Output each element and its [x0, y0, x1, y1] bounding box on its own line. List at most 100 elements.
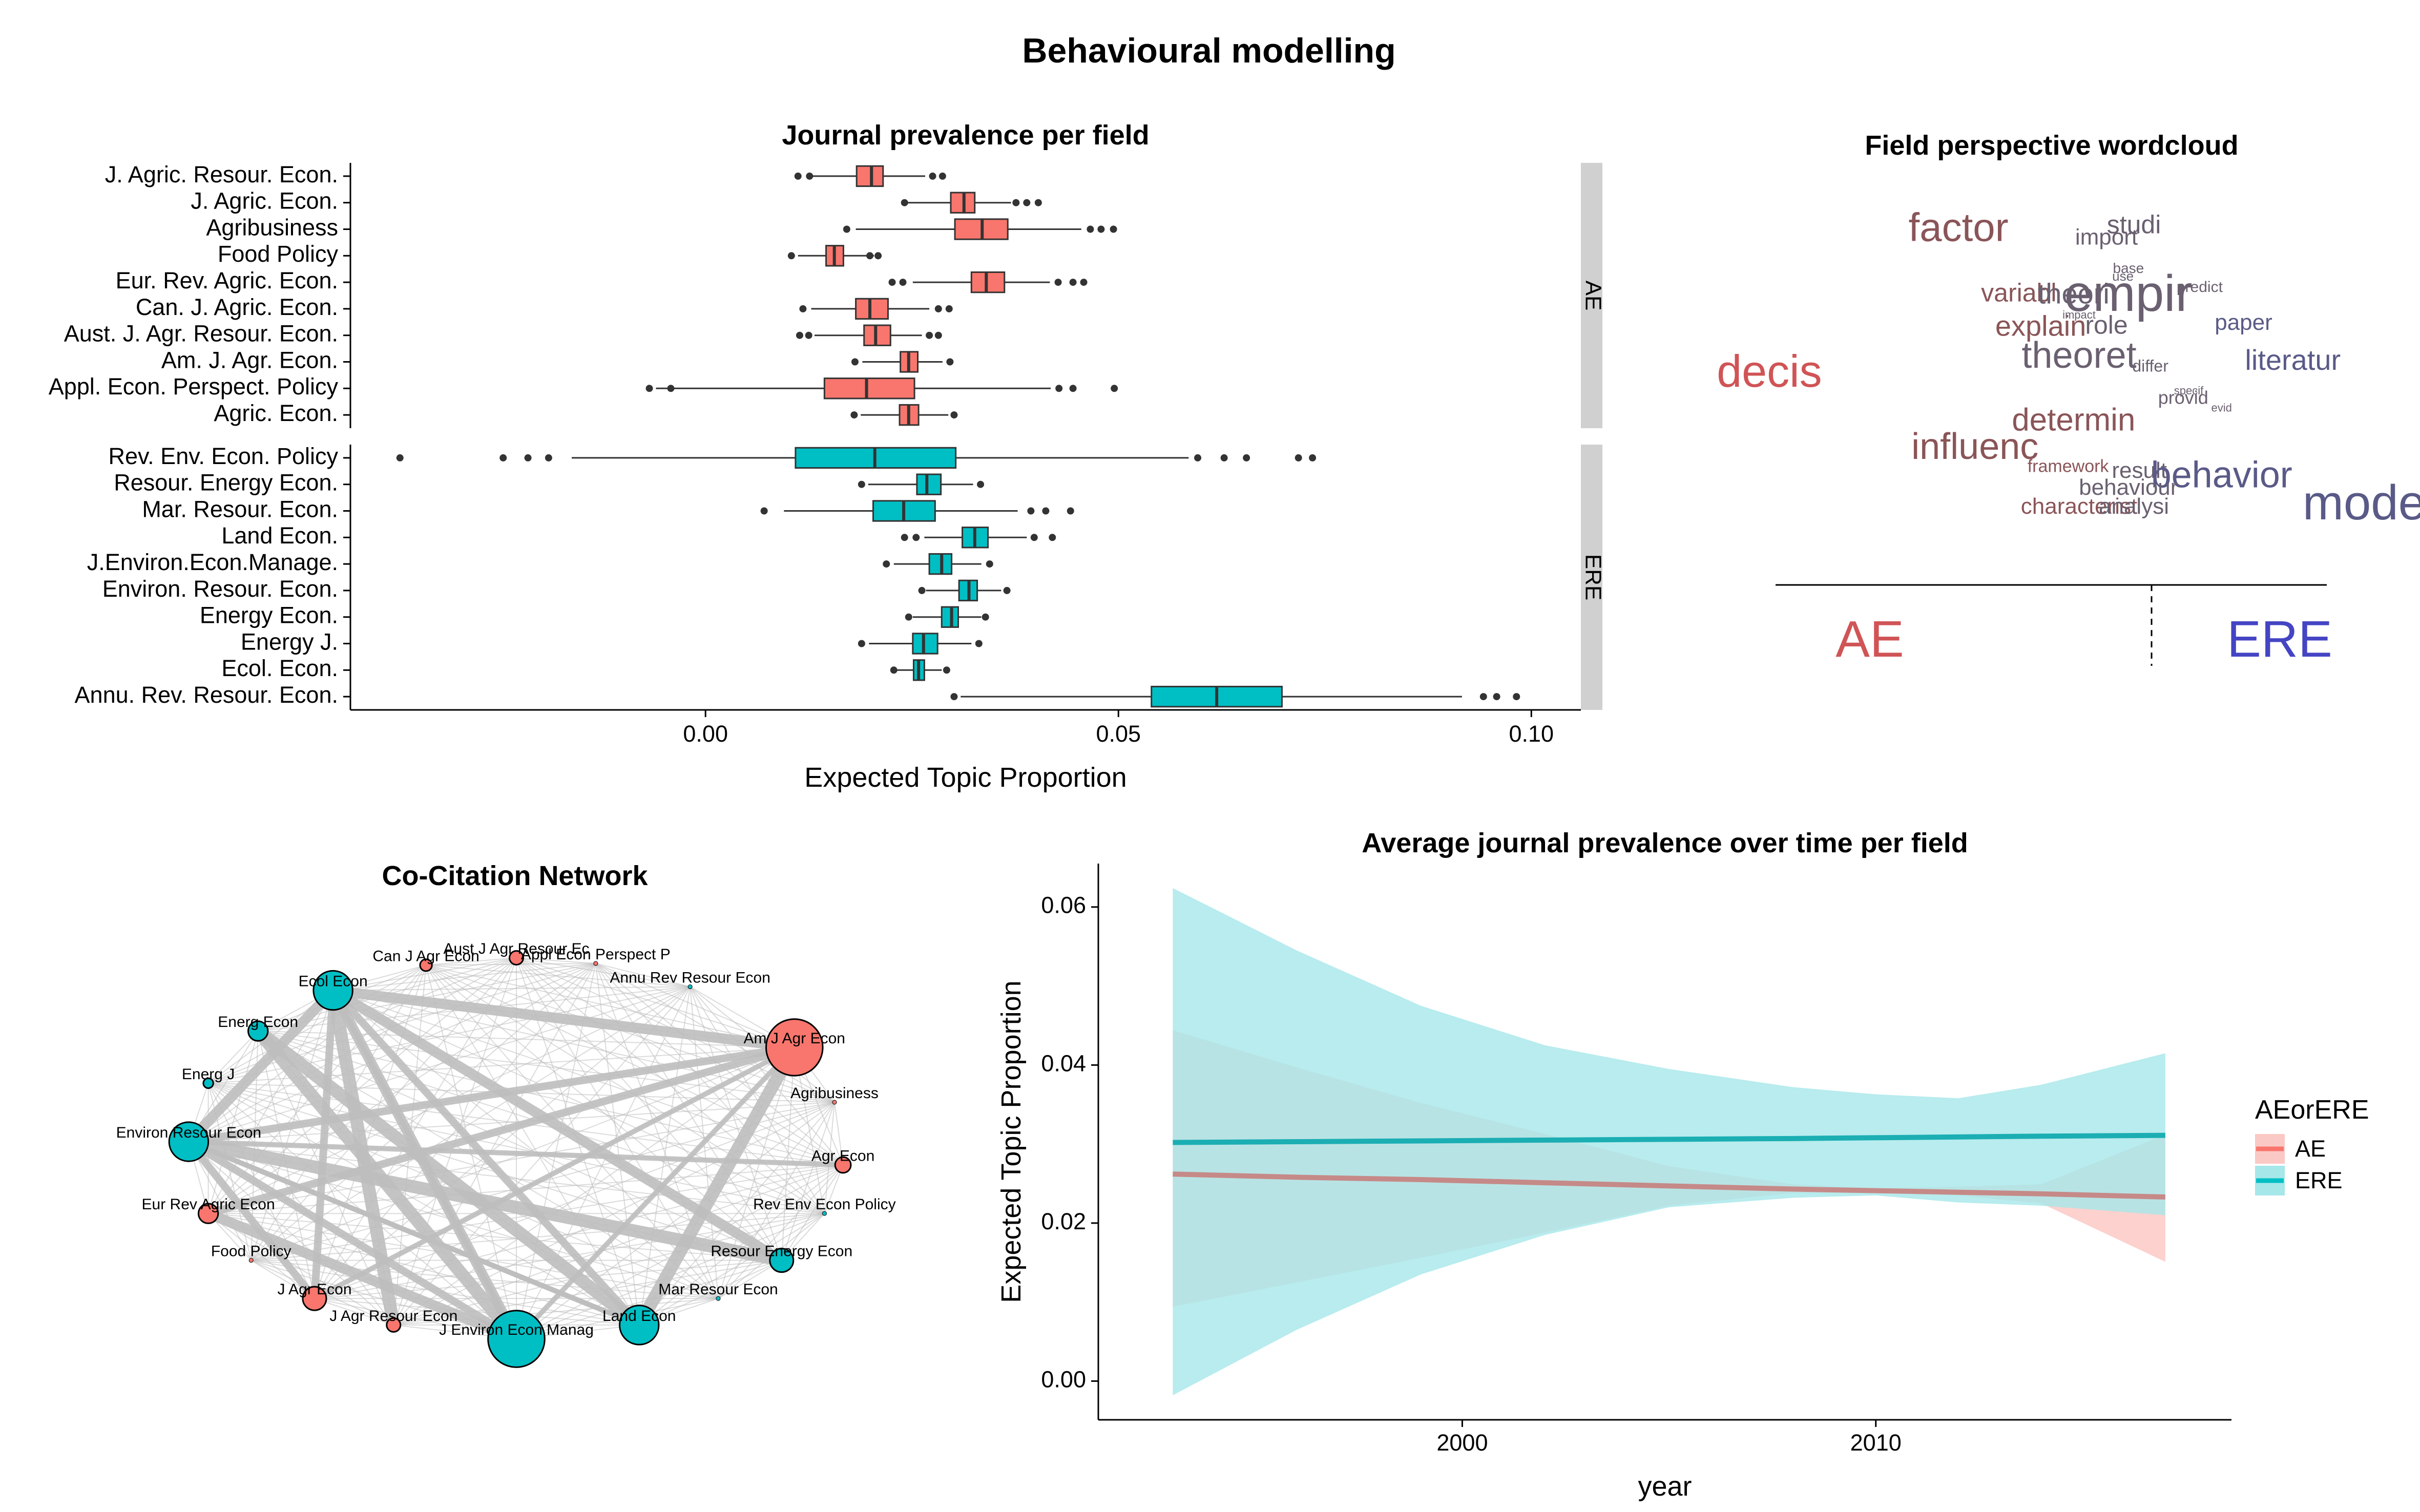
word-framework: framework — [2028, 457, 2110, 476]
network-node-label-ecol-econ: Ecol Econ — [299, 973, 368, 990]
y-tick-label-food-policy: Food Policy — [218, 241, 339, 267]
outlier-annu-rev-resour-econ-3 — [1513, 693, 1520, 701]
y-tick-label-j-agric-resour-econ: J. Agric. Resour. Econ. — [105, 161, 338, 187]
outlier-j-agric-resour-econ-2 — [929, 172, 936, 180]
network-node-label-aust-j-agr-resour-ec: Aust J Agr Resour Ec — [443, 940, 589, 957]
outlier-eur-rev-agric-econ-4 — [1080, 279, 1088, 286]
network-edge-3-19 — [426, 964, 795, 1048]
network-edge-6-13 — [251, 1213, 825, 1261]
network-node-label-energ-econ: Energ Econ — [218, 1014, 298, 1031]
network-node-label-environ-resour-econ: Environ Resour Econ — [116, 1124, 261, 1141]
outlier-rev-env-econ-policy-7 — [1295, 454, 1302, 461]
network-edge-0-1 — [516, 957, 596, 964]
network-node-eur-rev-agric-econ — [197, 1203, 219, 1224]
network-edges — [185, 957, 844, 1344]
network-node-label-j-environ-econ-manag: J Environ Econ Manag — [439, 1321, 594, 1338]
word-factor: factor — [1909, 204, 2009, 249]
outlier-can-j-agric-econ-2 — [945, 305, 953, 312]
outlier-energy-econ-1 — [982, 613, 989, 621]
outlier-j-agric-econ-3 — [1034, 199, 1042, 206]
network-strong-edge-5 — [186, 1138, 518, 1342]
y-tick-label-energy-econ: Energy Econ. — [200, 602, 338, 628]
outlier-rev-env-econ-policy-8 — [1309, 454, 1317, 461]
network-strong-edge-19 — [254, 1026, 643, 1330]
network-node-aust-j-agr-resour-ec — [509, 950, 524, 965]
timeseries-y-label: Expected Topic Proportion — [996, 980, 1027, 1303]
outlier-eur-rev-agric-econ-2 — [1054, 279, 1062, 286]
outlier-can-j-agric-econ-1 — [934, 305, 942, 312]
network-edge-8-18 — [332, 990, 719, 1299]
network-edge-9-19 — [425, 964, 640, 1326]
outlier-mar-resour-econ-3 — [1067, 507, 1074, 515]
network-strong-edge-16 — [189, 1139, 843, 1168]
x-tick-label-0: 2000 — [1436, 1430, 1488, 1456]
box-resour-energy-econ — [916, 473, 942, 495]
y-tick-label-agribusiness: Agribusiness — [206, 214, 338, 240]
network-edge-6-16 — [208, 1082, 825, 1214]
word-explain: explain — [1995, 309, 2086, 342]
y-tick-label-energy-j: Energy J. — [241, 628, 338, 655]
outlier-eur-rev-agric-econ-3 — [1069, 279, 1077, 286]
network-strong-edge-4 — [313, 1045, 796, 1301]
outlier-appl-econ-perspect-policy-3 — [1069, 385, 1077, 392]
y-tick-label-appl-econ-perspect-policy: Appl. Econ. Perspect. Policy — [49, 373, 339, 400]
y-tick-label-eur-rev-agric-econ: Eur. Rev. Agric. Econ. — [116, 267, 338, 293]
outlier-rev-env-econ-policy-6 — [1243, 454, 1250, 461]
network-node-energ-econ — [247, 1020, 269, 1042]
network-node-ecol-econ — [312, 970, 353, 1011]
network-strong-edge-0 — [514, 1045, 797, 1341]
outlier-appl-econ-perspect-policy-4 — [1111, 385, 1118, 392]
outlier-j-environ-econ-manage-1 — [986, 560, 993, 568]
network-edge-14-18 — [207, 990, 333, 1214]
word-import: import — [2075, 225, 2138, 250]
page-title: Behavioural modelling — [1022, 31, 1395, 70]
network-node-label-appl-econ-perspect-p: Appl Econ Perspect P — [521, 946, 671, 963]
network-edge-6-9 — [639, 1213, 825, 1326]
facet-strip-label-ere: ERE — [1580, 554, 1605, 600]
trend-line-ere — [1173, 1132, 2165, 1145]
outlier-rev-env-econ-policy-0 — [396, 454, 404, 461]
network-node-annu-rev-resour-econ — [687, 984, 693, 990]
word-empir: empir — [2064, 265, 2193, 322]
outlier-energy-j-1 — [975, 640, 983, 647]
network-node-environ-resour-econ — [168, 1121, 210, 1162]
outlier-annu-rev-resour-econ-2 — [1493, 693, 1500, 701]
word-differ: differ — [2132, 357, 2168, 375]
box-eur-rev-agric-econ — [970, 271, 1006, 293]
network-edge-16-19 — [208, 964, 427, 1084]
network-node-appl-econ-perspect-p — [593, 961, 598, 966]
outlier-mar-resour-econ-1 — [1027, 507, 1035, 515]
network-node-label-annu-rev-resour-econ: Annu Rev Resour Econ — [610, 970, 770, 986]
y-tick-label-0: 0.00 — [1041, 1366, 1086, 1392]
x-tick-label-2: 0.10 — [1509, 721, 1554, 747]
wordcloud-label-right: ERE — [2227, 611, 2332, 668]
word-determin: determin — [2012, 402, 2135, 437]
network-node-label-j-agr-econ: J Agr Econ — [277, 1281, 351, 1298]
y-tick-label-annu-rev-resour-econ: Annu. Rev. Resour. Econ. — [75, 682, 338, 708]
word-literatur: literatur — [2245, 344, 2341, 376]
outlier-appl-econ-perspect-policy-0 — [645, 385, 653, 392]
word-decis: decis — [1717, 346, 1822, 396]
network-edge-1-14 — [208, 963, 596, 1214]
x-tick-label-0: 0.00 — [683, 721, 728, 747]
y-tick-label-mar-resour-econ: Mar. Resour. Econ. — [142, 496, 338, 522]
box-energy-j — [912, 633, 938, 655]
network-strong-edge-3 — [633, 1044, 800, 1329]
word-predict: predict — [2177, 279, 2223, 296]
network-edge-2-10 — [516, 986, 691, 1339]
network-edge-3-16 — [208, 1046, 795, 1084]
y-tick-label-resour-energy-econ: Resour. Energy Econ. — [114, 470, 338, 496]
timeseries-panel: Average journal prevalence over time per… — [996, 828, 2369, 1502]
network-edge-14-17 — [207, 1031, 259, 1214]
outlier-agribusiness-0 — [843, 225, 850, 233]
y-tick-label-2: 0.04 — [1041, 1050, 1086, 1076]
network-node-energ-j — [202, 1077, 214, 1089]
outlier-agric-econ-0 — [850, 411, 858, 419]
outlier-rev-env-econ-policy-2 — [524, 454, 532, 461]
network-node-mar-resour-econ — [716, 1296, 721, 1301]
network-node-j-environ-econ-manag — [487, 1310, 546, 1368]
outlier-j-agric-resour-econ-1 — [806, 172, 813, 180]
y-tick-label-1: 0.02 — [1041, 1208, 1086, 1234]
network-node-can-j-agr-econ — [419, 958, 433, 972]
